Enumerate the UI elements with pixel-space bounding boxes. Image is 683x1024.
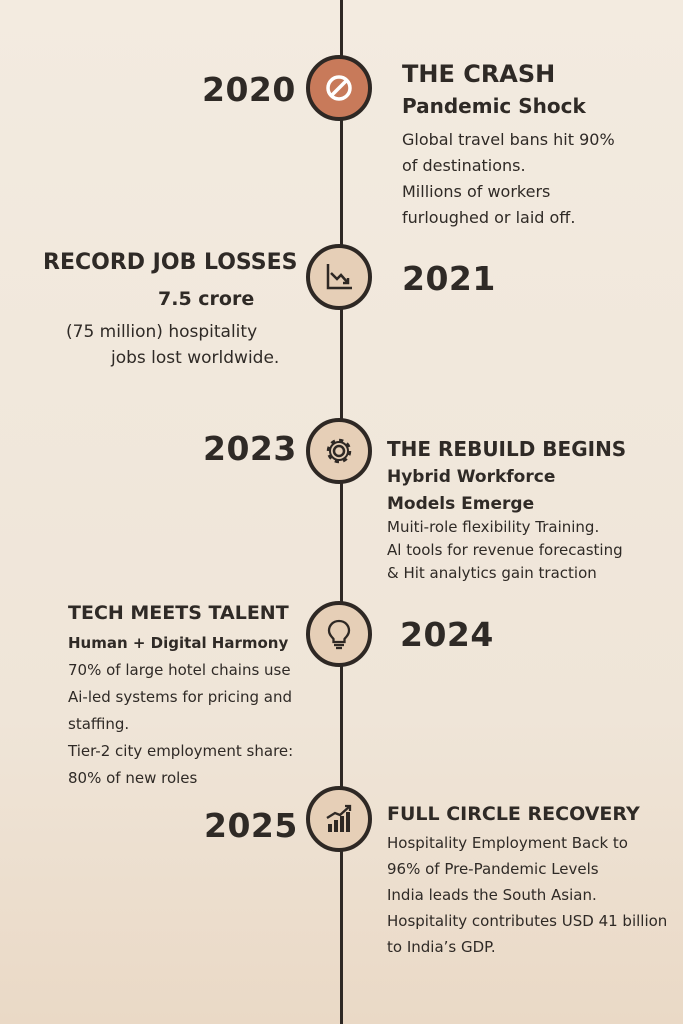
year-2025: 2025 — [204, 806, 298, 845]
year-2024: 2024 — [400, 615, 494, 654]
milestone-title-2020: THE CRASH — [402, 60, 556, 88]
milestone-body-2025: Hospitality Employment Back to 96% of Pr… — [387, 834, 668, 956]
milestone-subtitle-2021: 7.5 crore — [158, 288, 255, 310]
lightbulb-icon — [306, 601, 372, 667]
year-2023: 2023 — [203, 429, 297, 468]
chart-up-icon — [306, 786, 372, 852]
milestone-subtitle-2020: Pandemic Shock — [402, 94, 586, 118]
year-2021: 2021 — [402, 259, 496, 298]
chart-down-icon — [306, 244, 372, 310]
milestone-title-2024: TECH MEETS TALENT — [68, 602, 289, 624]
milestone-body-2020: Global travel bans hit 90% of destinatio… — [402, 130, 615, 227]
milestone-body-2021: (75 million) hospitality jobs lost world… — [66, 322, 280, 368]
milestone-body-2023: Muiti-role flexibility Training. Al tool… — [387, 518, 623, 582]
year-2020: 2020 — [202, 70, 296, 109]
milestone-subtitle-2023: Hybrid Workforce Models Emerge — [387, 467, 556, 514]
milestone-title-2021: RECORD JOB LOSSES — [43, 250, 298, 275]
milestone-subtitle-2024: Human + Digital Harmony — [68, 634, 289, 652]
milestone-body-2024: 70% of large hotel chains use Ai-led sys… — [68, 661, 294, 787]
milestone-title-2025: FULL CIRCLE RECOVERY — [387, 803, 640, 825]
gear-icon — [306, 418, 372, 484]
milestone-title-2023: THE REBUILD BEGINS — [387, 437, 627, 461]
timeline-line — [340, 0, 343, 1024]
prohibited-icon — [306, 55, 372, 121]
